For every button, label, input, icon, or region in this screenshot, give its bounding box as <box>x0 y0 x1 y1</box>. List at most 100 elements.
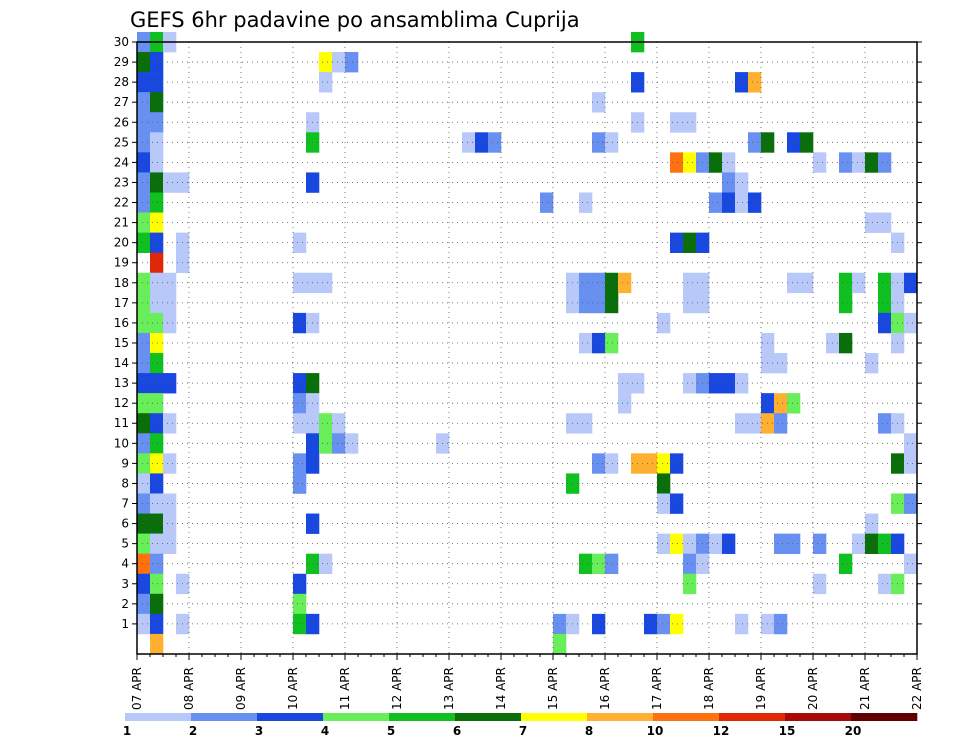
heatmap-cell <box>644 613 658 635</box>
y-tick-label: 9 <box>121 456 129 470</box>
heatmap-cell <box>618 272 632 294</box>
heatmap-cell <box>137 593 151 615</box>
heatmap-cell <box>137 172 151 193</box>
y-tick-label: 30 <box>114 35 129 49</box>
y-tick-label: 21 <box>114 216 129 230</box>
x-tick-label: 19 APR <box>754 667 768 710</box>
heatmap-cell <box>553 613 567 635</box>
heatmap-cell <box>293 272 307 294</box>
heatmap-cell <box>137 52 151 73</box>
x-tick-label: 21 APR <box>858 667 872 710</box>
heatmap-cell <box>137 573 151 595</box>
heatmap-cell <box>813 573 827 595</box>
heatmap-cell <box>137 312 151 334</box>
heatmap-cell <box>839 292 853 314</box>
heatmap-cell <box>137 72 151 93</box>
heatmap-cell <box>683 573 697 595</box>
heatmap-cell <box>800 132 814 153</box>
heatmap-cell <box>150 493 164 514</box>
heatmap-cell <box>839 332 853 354</box>
heatmap-cell <box>150 613 164 635</box>
heatmap-cell <box>670 152 684 173</box>
heatmap-cell <box>683 112 697 133</box>
heatmap-cell <box>150 52 164 73</box>
y-tick-label: 12 <box>114 396 129 410</box>
heatmap-cell <box>735 413 749 434</box>
y-tick-label: 1 <box>121 617 129 631</box>
heatmap-cell <box>683 292 697 314</box>
heatmap-cell <box>332 52 346 73</box>
legend-label: 1 <box>123 724 131 738</box>
heatmap-cell <box>293 613 307 635</box>
heatmap-cell <box>865 212 879 233</box>
heatmap-cell <box>683 272 697 294</box>
heatmap-cell <box>319 553 333 575</box>
heatmap-cell <box>293 393 307 414</box>
heatmap-cell <box>319 272 333 294</box>
y-tick-label: 16 <box>114 316 129 330</box>
heatmap-cell <box>163 172 177 193</box>
heatmap-cell <box>865 152 879 173</box>
heatmap-cell <box>137 493 151 514</box>
grid-lines <box>137 41 917 654</box>
heatmap-cell <box>475 132 489 153</box>
heatmap-cell <box>293 373 307 394</box>
legend-label: 8 <box>585 724 593 738</box>
heatmap-cell <box>137 332 151 354</box>
heatmap-cell <box>722 152 736 173</box>
heatmap-cell <box>722 533 736 554</box>
heatmap-cell <box>709 373 723 394</box>
heatmap-cell <box>150 312 164 334</box>
heatmap-cell <box>137 613 151 635</box>
heatmap-cell <box>579 192 593 213</box>
x-tick-label: 07 APR <box>130 667 144 710</box>
x-tick-label: 15 APR <box>546 667 560 710</box>
y-tick-label: 17 <box>114 296 129 310</box>
heatmap-cell <box>553 633 567 655</box>
heatmap-cell <box>605 292 619 314</box>
heatmap-cell <box>774 353 788 374</box>
heatmap-cell <box>774 533 788 554</box>
heatmap-cell <box>150 192 164 213</box>
x-tick-label: 16 APR <box>598 667 612 710</box>
heatmap-cell <box>748 132 762 153</box>
heatmap-cell <box>150 172 164 193</box>
heatmap-cell <box>683 152 697 173</box>
heatmap-cell <box>904 553 918 575</box>
color-legend: 1 2 3 4 5 6 7 8 10 12 15 20 <box>123 713 918 738</box>
x-tick-label: 22 APR <box>910 667 924 710</box>
heatmap-cell <box>150 393 164 414</box>
heatmap-cell <box>904 493 918 514</box>
heatmap-cell <box>293 232 307 253</box>
heatmap-cell <box>293 453 307 474</box>
y-tick-label: 27 <box>114 95 129 109</box>
heatmap-cell <box>163 373 177 394</box>
heatmap-cell <box>813 533 827 554</box>
heatmap-cell <box>137 413 151 434</box>
heatmap-cell <box>319 72 333 93</box>
heatmap-cell <box>293 573 307 595</box>
heatmap-cell <box>137 292 151 314</box>
heatmap-cell <box>657 533 671 554</box>
heatmap-cell <box>735 72 749 93</box>
heatmap-cell <box>137 533 151 554</box>
heatmap-cell <box>839 152 853 173</box>
heatmap-cell <box>865 513 879 534</box>
y-tick-label: 25 <box>114 135 129 149</box>
heatmap-cell <box>319 52 333 73</box>
heatmap-cell <box>592 613 606 635</box>
legend-swatch <box>587 713 654 721</box>
legend-swatch <box>389 713 456 721</box>
heatmap-cell <box>137 513 151 534</box>
legend-swatch <box>191 713 258 721</box>
x-tick-label: 09 APR <box>234 667 248 710</box>
heatmap-cell <box>592 553 606 575</box>
legend-label: 6 <box>453 724 461 738</box>
heatmap-cell <box>163 533 177 554</box>
heatmap-cell <box>813 152 827 173</box>
heatmap-cell <box>137 112 151 133</box>
heatmap-cell <box>137 92 151 113</box>
x-tick-label: 20 APR <box>806 667 820 710</box>
heatmap-cell <box>150 252 164 274</box>
y-tick-label: 6 <box>121 517 129 531</box>
